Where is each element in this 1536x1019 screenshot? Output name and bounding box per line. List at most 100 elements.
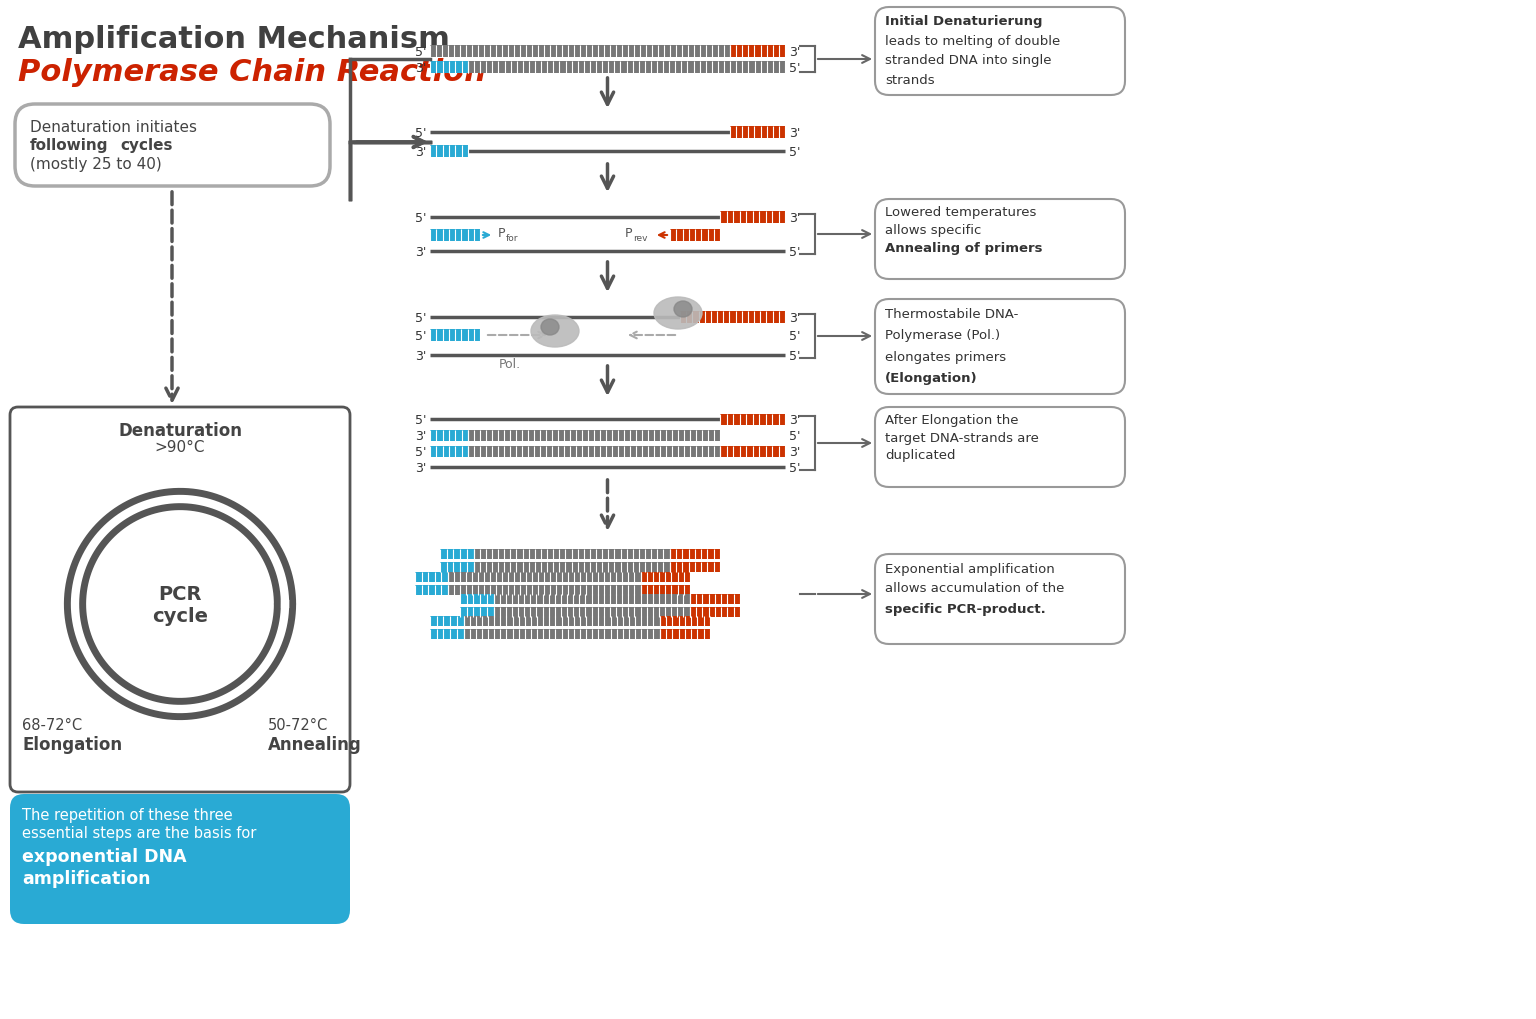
Text: Elongation: Elongation bbox=[22, 736, 123, 753]
Text: (mostly 25 to 40): (mostly 25 to 40) bbox=[31, 157, 161, 172]
FancyBboxPatch shape bbox=[876, 8, 1124, 96]
Text: Amplification Mechanism: Amplification Mechanism bbox=[18, 25, 450, 54]
Text: After Elongation the: After Elongation the bbox=[885, 414, 1018, 427]
Text: 5': 5' bbox=[415, 126, 425, 140]
Ellipse shape bbox=[674, 302, 693, 318]
Bar bbox=[493, 594, 690, 604]
Text: 3': 3' bbox=[415, 146, 425, 158]
Text: 5': 5' bbox=[790, 461, 800, 474]
Text: for: for bbox=[505, 233, 519, 243]
Text: 5': 5' bbox=[415, 329, 425, 342]
Text: 5': 5' bbox=[415, 445, 425, 459]
Text: strands: strands bbox=[885, 73, 934, 87]
Text: 3': 3' bbox=[415, 61, 425, 74]
Ellipse shape bbox=[541, 320, 559, 335]
Text: 5': 5' bbox=[790, 329, 800, 342]
Bar bbox=[670, 562, 720, 573]
Text: allows accumulation of the: allows accumulation of the bbox=[885, 582, 1064, 595]
Text: 5': 5' bbox=[415, 211, 425, 224]
Bar bbox=[430, 630, 464, 639]
Bar bbox=[439, 562, 473, 573]
Text: 5': 5' bbox=[415, 311, 425, 324]
Bar bbox=[690, 594, 740, 604]
Bar bbox=[720, 446, 785, 458]
Text: allows specific: allows specific bbox=[885, 223, 982, 236]
Ellipse shape bbox=[531, 316, 579, 347]
Bar bbox=[430, 146, 468, 158]
FancyBboxPatch shape bbox=[876, 408, 1124, 487]
FancyBboxPatch shape bbox=[876, 200, 1124, 280]
Bar bbox=[430, 46, 730, 58]
Bar bbox=[430, 229, 479, 242]
Bar bbox=[464, 616, 659, 627]
Text: cycles: cycles bbox=[120, 138, 172, 153]
Text: 5': 5' bbox=[790, 350, 800, 362]
Text: 5': 5' bbox=[790, 429, 800, 442]
Text: >90°C: >90°C bbox=[155, 439, 206, 454]
Text: specific PCR-product.: specific PCR-product. bbox=[885, 602, 1046, 614]
Bar bbox=[449, 586, 641, 595]
Text: Annealing: Annealing bbox=[267, 736, 362, 753]
Bar bbox=[430, 616, 464, 627]
Bar bbox=[459, 594, 493, 604]
Bar bbox=[415, 573, 449, 583]
Bar bbox=[473, 562, 670, 573]
Text: 3': 3' bbox=[415, 429, 425, 442]
Bar bbox=[680, 312, 785, 324]
Bar bbox=[468, 62, 785, 74]
Bar bbox=[449, 573, 641, 583]
Text: Polymerase (Pol.): Polymerase (Pol.) bbox=[885, 329, 1000, 342]
Text: Annealing of primers: Annealing of primers bbox=[885, 242, 1043, 255]
Text: amplification: amplification bbox=[22, 869, 151, 888]
Text: exponential DNA: exponential DNA bbox=[22, 847, 187, 865]
Bar bbox=[430, 430, 468, 441]
Bar bbox=[430, 446, 468, 458]
Text: rev: rev bbox=[633, 233, 648, 243]
Text: Exponential amplification: Exponential amplification bbox=[885, 561, 1055, 575]
Text: elongates primers: elongates primers bbox=[885, 351, 1006, 363]
FancyBboxPatch shape bbox=[11, 794, 350, 924]
Text: essential steps are the basis for: essential steps are the basis for bbox=[22, 825, 257, 841]
FancyBboxPatch shape bbox=[11, 408, 350, 792]
Text: 5': 5' bbox=[415, 46, 425, 58]
Bar bbox=[468, 430, 720, 441]
Bar bbox=[430, 330, 479, 341]
Text: (Elongation): (Elongation) bbox=[885, 371, 977, 384]
Text: 3': 3' bbox=[790, 211, 800, 224]
Bar bbox=[415, 586, 449, 595]
FancyBboxPatch shape bbox=[876, 554, 1124, 644]
Text: 5': 5' bbox=[415, 413, 425, 426]
Text: duplicated: duplicated bbox=[885, 449, 955, 462]
Bar bbox=[493, 607, 690, 618]
Bar bbox=[730, 127, 785, 139]
Bar bbox=[473, 549, 670, 559]
Text: stranded DNA into single: stranded DNA into single bbox=[885, 54, 1052, 67]
Text: 3': 3' bbox=[790, 413, 800, 426]
Text: following: following bbox=[31, 138, 109, 153]
Text: Pol.: Pol. bbox=[499, 358, 521, 371]
Bar bbox=[720, 414, 785, 425]
Bar bbox=[468, 446, 720, 458]
Text: target DNA-strands are: target DNA-strands are bbox=[885, 431, 1038, 444]
Bar bbox=[459, 607, 493, 618]
Text: Denaturation: Denaturation bbox=[118, 422, 243, 439]
Text: 3': 3' bbox=[790, 126, 800, 140]
Bar bbox=[439, 549, 473, 559]
Text: The repetition of these three: The repetition of these three bbox=[22, 807, 232, 822]
Ellipse shape bbox=[654, 298, 702, 330]
Bar bbox=[641, 573, 690, 583]
Bar bbox=[464, 630, 659, 639]
Text: Initial Denaturierung: Initial Denaturierung bbox=[885, 15, 1043, 29]
Bar bbox=[670, 229, 720, 242]
Text: Denaturation initiates: Denaturation initiates bbox=[31, 120, 201, 135]
Text: 5': 5' bbox=[790, 146, 800, 158]
Bar bbox=[659, 616, 710, 627]
Bar bbox=[690, 607, 740, 618]
Bar bbox=[641, 586, 690, 595]
Text: 50-72°C: 50-72°C bbox=[267, 717, 329, 733]
Text: PCR
cycle: PCR cycle bbox=[152, 584, 207, 625]
Text: 3': 3' bbox=[415, 461, 425, 474]
Bar bbox=[670, 549, 720, 559]
Bar bbox=[720, 212, 785, 224]
Text: 3': 3' bbox=[790, 311, 800, 324]
